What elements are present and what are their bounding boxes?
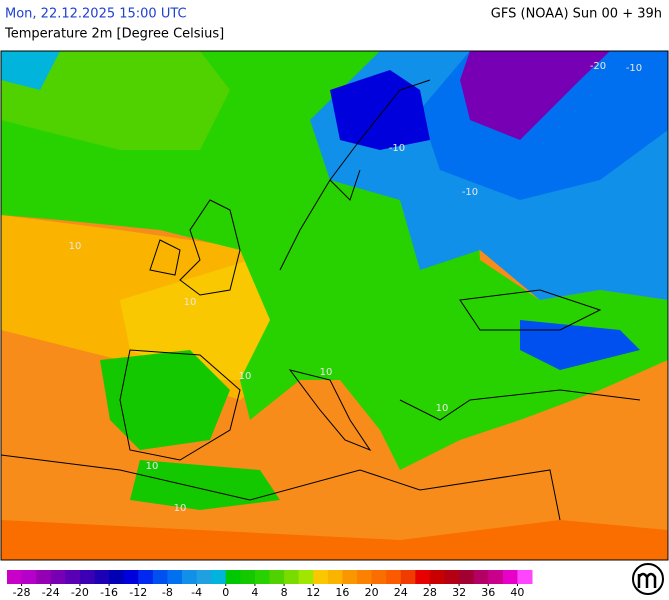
- colorbar: -28 -24 -20 -16 -12 -8 -4 0 4 8 12 16 20 24 28 32 36 40: [7, 570, 533, 599]
- colorbar-swatch: [65, 570, 81, 584]
- colorbar-swatch: [79, 570, 95, 584]
- contour-label: 10: [239, 371, 252, 382]
- colorbar-tick-label: 0: [222, 586, 229, 599]
- colorbar-swatch: [284, 570, 300, 584]
- colorbar-swatch: [342, 570, 358, 584]
- colorbar-swatch: [473, 570, 489, 584]
- colorbar-tick-label: 20: [365, 586, 379, 599]
- colorbar-tick-label: 24: [394, 586, 408, 599]
- colorbar-swatch: [254, 570, 270, 584]
- contour-label: -20: [590, 61, 606, 72]
- colorbar-tick-label: 36: [481, 586, 495, 599]
- colorbar-swatch: [488, 570, 504, 584]
- colorbar-swatch: [429, 570, 445, 584]
- colorbar-swatch: [517, 570, 533, 584]
- colorbar-swatch: [7, 570, 23, 584]
- contour-label: 10: [320, 367, 333, 378]
- colorbar-swatch: [444, 570, 460, 584]
- colorbar-swatch: [240, 570, 256, 584]
- temperature-field: -20 -10 -10 -10 10 10 10 10 10 10 10: [1, 51, 668, 560]
- colorbar-swatch: [400, 570, 416, 584]
- colorbar-swatch: [386, 570, 402, 584]
- colorbar-tick-label: 4: [251, 586, 258, 599]
- contour-label: 10: [174, 503, 187, 514]
- colorbar-swatch: [109, 570, 125, 584]
- colorbar-tick-label: -24: [42, 586, 60, 599]
- colorbar-swatch: [415, 570, 431, 584]
- colorbar-swatch: [21, 570, 37, 584]
- colorbar-swatch: [298, 570, 314, 584]
- colorbar-tick-label: 40: [510, 586, 524, 599]
- colorbar-tick-label: -20: [71, 586, 89, 599]
- colorbar-swatch: [502, 570, 518, 584]
- colorbar-swatch: [50, 570, 66, 584]
- colorbar-swatch: [269, 570, 285, 584]
- colorbar-swatch: [138, 570, 154, 584]
- colorbar-tick-label: 8: [281, 586, 288, 599]
- colorbar-swatch: [225, 570, 241, 584]
- colorbar-swatch: [152, 570, 168, 584]
- contour-label: 10: [184, 297, 197, 308]
- contour-label: -10: [462, 187, 478, 198]
- colorbar-swatch: [459, 570, 475, 584]
- contour-label: 10: [146, 461, 159, 472]
- colorbar-swatch: [123, 570, 139, 584]
- colorbar-tick-label: 12: [306, 586, 320, 599]
- contour-label: -10: [626, 63, 642, 74]
- model-run: GFS (NOAA) Sun 00 + 39h: [491, 7, 662, 22]
- logo: [632, 563, 664, 595]
- colorbar-tick-label: -28: [13, 586, 31, 599]
- map-title: Temperature 2m [Degree Celsius]: [4, 27, 224, 42]
- datetime: Mon, 22.12.2025 15:00 UTC: [5, 7, 187, 22]
- contour-label: 10: [436, 403, 449, 414]
- colorbar-tick-label: -8: [162, 586, 173, 599]
- contour-label: 10: [69, 241, 82, 252]
- colorbar-tick-label: 16: [335, 586, 349, 599]
- colorbar-tick-label: -4: [191, 586, 202, 599]
- colorbar-tick-label: -12: [129, 586, 147, 599]
- contour-label: -10: [389, 143, 405, 154]
- colorbar-swatch: [196, 570, 212, 584]
- colorbar-swatch: [94, 570, 110, 584]
- colorbar-swatch: [327, 570, 343, 584]
- colorbar-swatch: [36, 570, 52, 584]
- colorbar-tick-label: 32: [452, 586, 466, 599]
- colorbar-swatch: [182, 570, 198, 584]
- colorbar-swatch: [357, 570, 373, 584]
- colorbar-swatch: [211, 570, 227, 584]
- colorbar-tick-label: 28: [423, 586, 437, 599]
- colorbar-swatch: [313, 570, 329, 584]
- colorbar-swatch: [371, 570, 387, 584]
- colorbar-swatch: [167, 570, 183, 584]
- map-frame: [0, 50, 669, 561]
- colorbar-tick-label: -16: [100, 586, 118, 599]
